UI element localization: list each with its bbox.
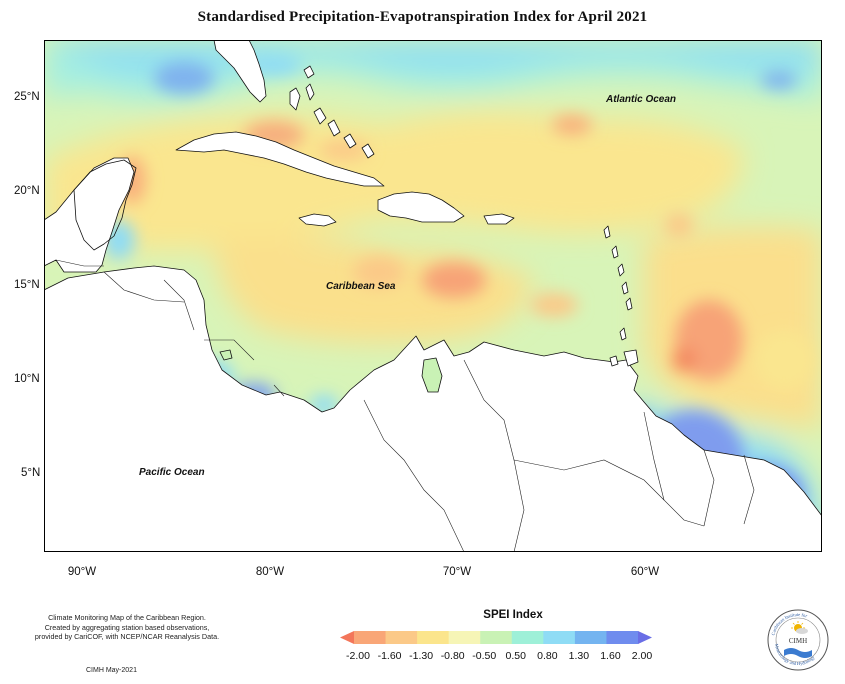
footer-credit: CIMH May-2021 <box>86 667 137 674</box>
spei-map <box>44 40 822 552</box>
colorbar-segment <box>385 631 418 644</box>
cloud-icon <box>796 628 808 634</box>
legend-label: -2.00 <box>346 650 370 662</box>
y-tick-25n: 25°N <box>14 91 40 103</box>
colorbar-max-arrow <box>638 631 652 644</box>
legend-label: -0.80 <box>440 650 465 662</box>
footer-notes: Climate Monitoring Map of the Caribbean … <box>22 613 232 642</box>
logo-text: CIMH <box>789 637 807 645</box>
x-tick-90w: 90°W <box>67 566 97 578</box>
legend-title: SPEI Index <box>483 609 543 621</box>
y-tick-15n: 15°N <box>14 279 40 291</box>
x-tick-80w: 80°W <box>255 566 285 578</box>
legend-label: -1.60 <box>377 650 402 662</box>
colorbar-min-arrow <box>340 631 354 644</box>
colorbar-segment <box>480 631 513 644</box>
legend-colorbar <box>340 631 652 644</box>
legend-label: -0.50 <box>472 650 497 662</box>
footer-line-1: Climate Monitoring Map of the Caribbean … <box>48 613 206 622</box>
legend-label: 0.50 <box>505 650 526 662</box>
colorbar-segment <box>543 631 576 644</box>
legend-label: -1.30 <box>409 650 434 662</box>
colorbar-segment <box>511 631 544 644</box>
x-tick-60w: 60°W <box>630 566 660 578</box>
legend-label: 1.60 <box>600 650 621 662</box>
colorbar-segment <box>448 631 481 644</box>
cimh-logo: Caribbean Institute for Meteorology and … <box>767 609 829 671</box>
colorbar-segment <box>574 631 607 644</box>
colorbar-segment <box>606 631 639 644</box>
y-tick-10n: 10°N <box>14 373 40 385</box>
y-tick-5n: 5°N <box>21 467 41 479</box>
label-caribbean-sea: Caribbean Sea <box>326 281 396 292</box>
legend-label: 1.30 <box>568 650 590 662</box>
wave-icon <box>784 648 812 658</box>
legend-label: 2.00 <box>631 650 653 662</box>
legend-label: 0.80 <box>537 650 558 662</box>
colorbar-segment <box>417 631 450 644</box>
footer-line-3: provided by CariCOF, with NCEP/NCAR Rean… <box>34 632 220 641</box>
y-tick-20n: 20°N <box>14 185 40 197</box>
label-atlantic-ocean: Atlantic Ocean <box>606 94 677 105</box>
x-tick-70w: 70°W <box>442 566 472 578</box>
label-pacific-ocean: Pacific Ocean <box>139 467 205 478</box>
footer-line-2: Created by aggregating station based obs… <box>44 622 210 632</box>
colorbar-segment <box>354 631 387 644</box>
map-title: Standardised Precipitation-Evapotranspir… <box>197 9 648 25</box>
